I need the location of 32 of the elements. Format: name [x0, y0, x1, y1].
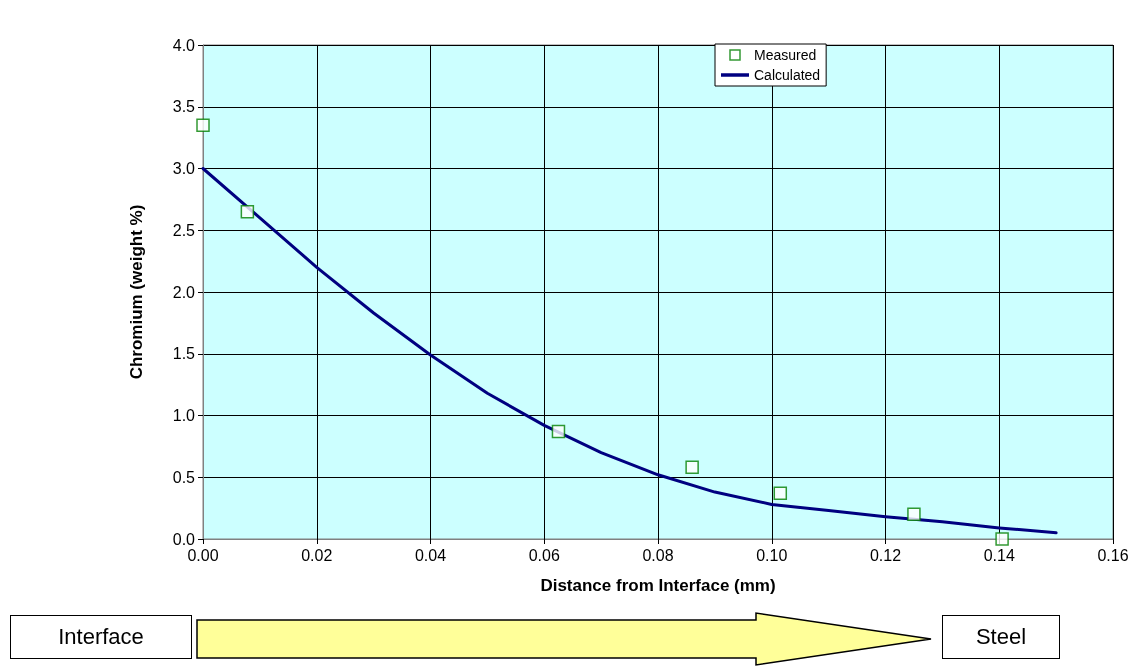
x-axis-title: Distance from Interface (mm): [540, 576, 776, 595]
point: [773, 486, 788, 501]
y-tick-label: 4.0: [172, 36, 196, 54]
point: [551, 424, 566, 439]
text: Steel: [942, 615, 1060, 659]
legend-label: Calculated: [754, 67, 821, 83]
y-tick-label: 2.0: [172, 283, 196, 301]
point: [685, 460, 699, 475]
y-axis-title: Chromium (weight %): [127, 204, 146, 380]
y-tick-label: 3.5: [172, 98, 196, 116]
x-tick-label: 0.00: [187, 546, 219, 564]
y-tick-label: 2.5: [172, 221, 196, 239]
legend-label: Measured: [754, 47, 817, 63]
x-tick-label: 0.04: [414, 546, 447, 564]
point: [240, 204, 255, 219]
y-tick-label: 3.0: [172, 160, 196, 177]
point: [907, 507, 921, 522]
y-tick-label: 0.0: [172, 530, 196, 548]
point: [995, 532, 1009, 546]
x-tick-label: 0.14: [983, 546, 1015, 564]
x-tick-label: 0.02: [301, 546, 333, 564]
y-tick-label: 1.5: [172, 345, 196, 363]
text: Interface: [10, 615, 192, 659]
x-tick-label: 0.08: [642, 546, 674, 564]
point: [196, 118, 210, 133]
x-tick-label: 0.12: [869, 546, 902, 564]
x-tick-label: 0.06: [528, 546, 560, 564]
x-tick-label: 0.10: [756, 546, 788, 564]
line-series: [201, 167, 1058, 535]
x-tick-label: 0.16: [1097, 546, 1129, 564]
y-tick-label: 1.0: [172, 407, 196, 424]
y-tick-label: 0.5: [172, 468, 196, 486]
